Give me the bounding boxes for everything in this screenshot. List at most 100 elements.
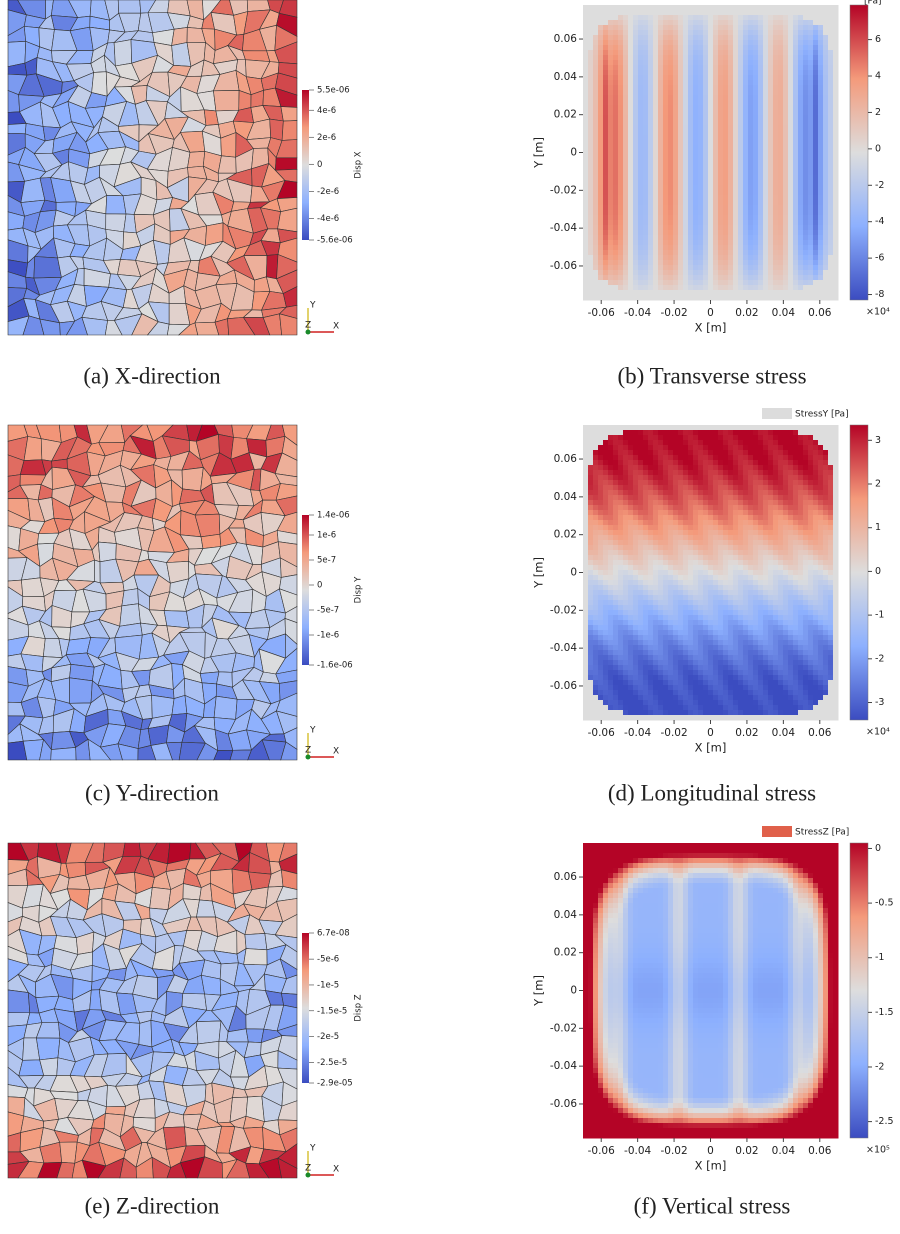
triad-label: Y: [309, 726, 316, 736]
cell: [598, 295, 604, 301]
cell: [703, 290, 709, 296]
cell: [798, 145, 804, 151]
cell: [783, 135, 789, 141]
cell: [818, 210, 824, 216]
cell: [708, 155, 714, 161]
cell: [633, 485, 639, 491]
cell: [743, 435, 749, 441]
cell: [633, 30, 639, 36]
cell: [753, 65, 759, 71]
cell: [643, 125, 649, 131]
cell: [618, 220, 624, 226]
cell: [583, 215, 589, 221]
cell: [708, 515, 714, 521]
cell: [708, 440, 714, 446]
cell: [728, 150, 734, 156]
cell: [688, 155, 694, 161]
cell: [713, 165, 719, 171]
cell: [703, 170, 709, 176]
cell: [608, 495, 614, 501]
cell: [828, 425, 834, 431]
cell: [728, 130, 734, 136]
cell: [823, 500, 829, 506]
cell: [773, 195, 779, 201]
cell: [723, 445, 729, 451]
cell: [678, 165, 684, 171]
cell: [588, 95, 594, 101]
cell: [708, 470, 714, 476]
cell: [833, 145, 839, 151]
grain: [106, 214, 126, 232]
cell: [583, 90, 589, 96]
cell: [663, 440, 669, 446]
cell: [793, 430, 799, 436]
cell: [678, 65, 684, 71]
cell: [613, 520, 619, 526]
cell: [823, 250, 829, 256]
cell: [663, 515, 669, 521]
cell: [793, 115, 799, 121]
cell: [763, 510, 769, 516]
cell: [803, 205, 809, 211]
cell: [633, 165, 639, 171]
cell: [703, 270, 709, 276]
cell: [748, 65, 754, 71]
cell: [673, 185, 679, 191]
cell: [773, 495, 779, 501]
cell: [823, 155, 829, 161]
cell: [653, 495, 659, 501]
cell: [753, 100, 759, 106]
cell: [603, 105, 609, 111]
cell: [753, 105, 759, 111]
cell: [708, 275, 714, 281]
cell: [688, 135, 694, 141]
cell: [598, 165, 604, 171]
cell: [813, 460, 819, 466]
cell: [688, 105, 694, 111]
cell: [613, 285, 619, 291]
cell: [768, 115, 774, 121]
cell: [773, 185, 779, 191]
cell: [608, 530, 614, 536]
cell: [613, 80, 619, 86]
cell: [778, 115, 784, 121]
y-tick-label: -0.04: [550, 222, 577, 234]
cell: [653, 510, 659, 516]
cell: [833, 20, 839, 26]
cell: [693, 185, 699, 191]
cell: [588, 110, 594, 116]
cell: [768, 135, 774, 141]
cell: [718, 115, 724, 121]
cell: [808, 260, 814, 266]
cell: [598, 280, 604, 286]
cell: [648, 170, 654, 176]
cell: [808, 240, 814, 246]
cell: [613, 5, 619, 11]
cell: [618, 445, 624, 451]
cell: [783, 110, 789, 116]
cell: [763, 200, 769, 206]
cell: [638, 5, 644, 11]
cell: [803, 285, 809, 291]
cell: [768, 445, 774, 451]
cell: [668, 225, 674, 231]
cell: [628, 495, 634, 501]
cell: [718, 465, 724, 471]
cell: [718, 440, 724, 446]
cell: [598, 115, 604, 121]
cell: [613, 280, 619, 286]
cell: [638, 445, 644, 451]
cell: [828, 230, 834, 236]
colorbar-tick-label: -1e-6: [317, 631, 339, 641]
cell: [783, 465, 789, 471]
cell: [833, 485, 839, 491]
cell: [688, 175, 694, 181]
colorbar-tick-label: 6: [875, 34, 881, 45]
grain: [69, 678, 92, 703]
cell: [813, 100, 819, 106]
cell: [628, 510, 634, 516]
cell: [678, 195, 684, 201]
cell: [643, 260, 649, 266]
cell: [823, 165, 829, 171]
cell: [788, 130, 794, 136]
